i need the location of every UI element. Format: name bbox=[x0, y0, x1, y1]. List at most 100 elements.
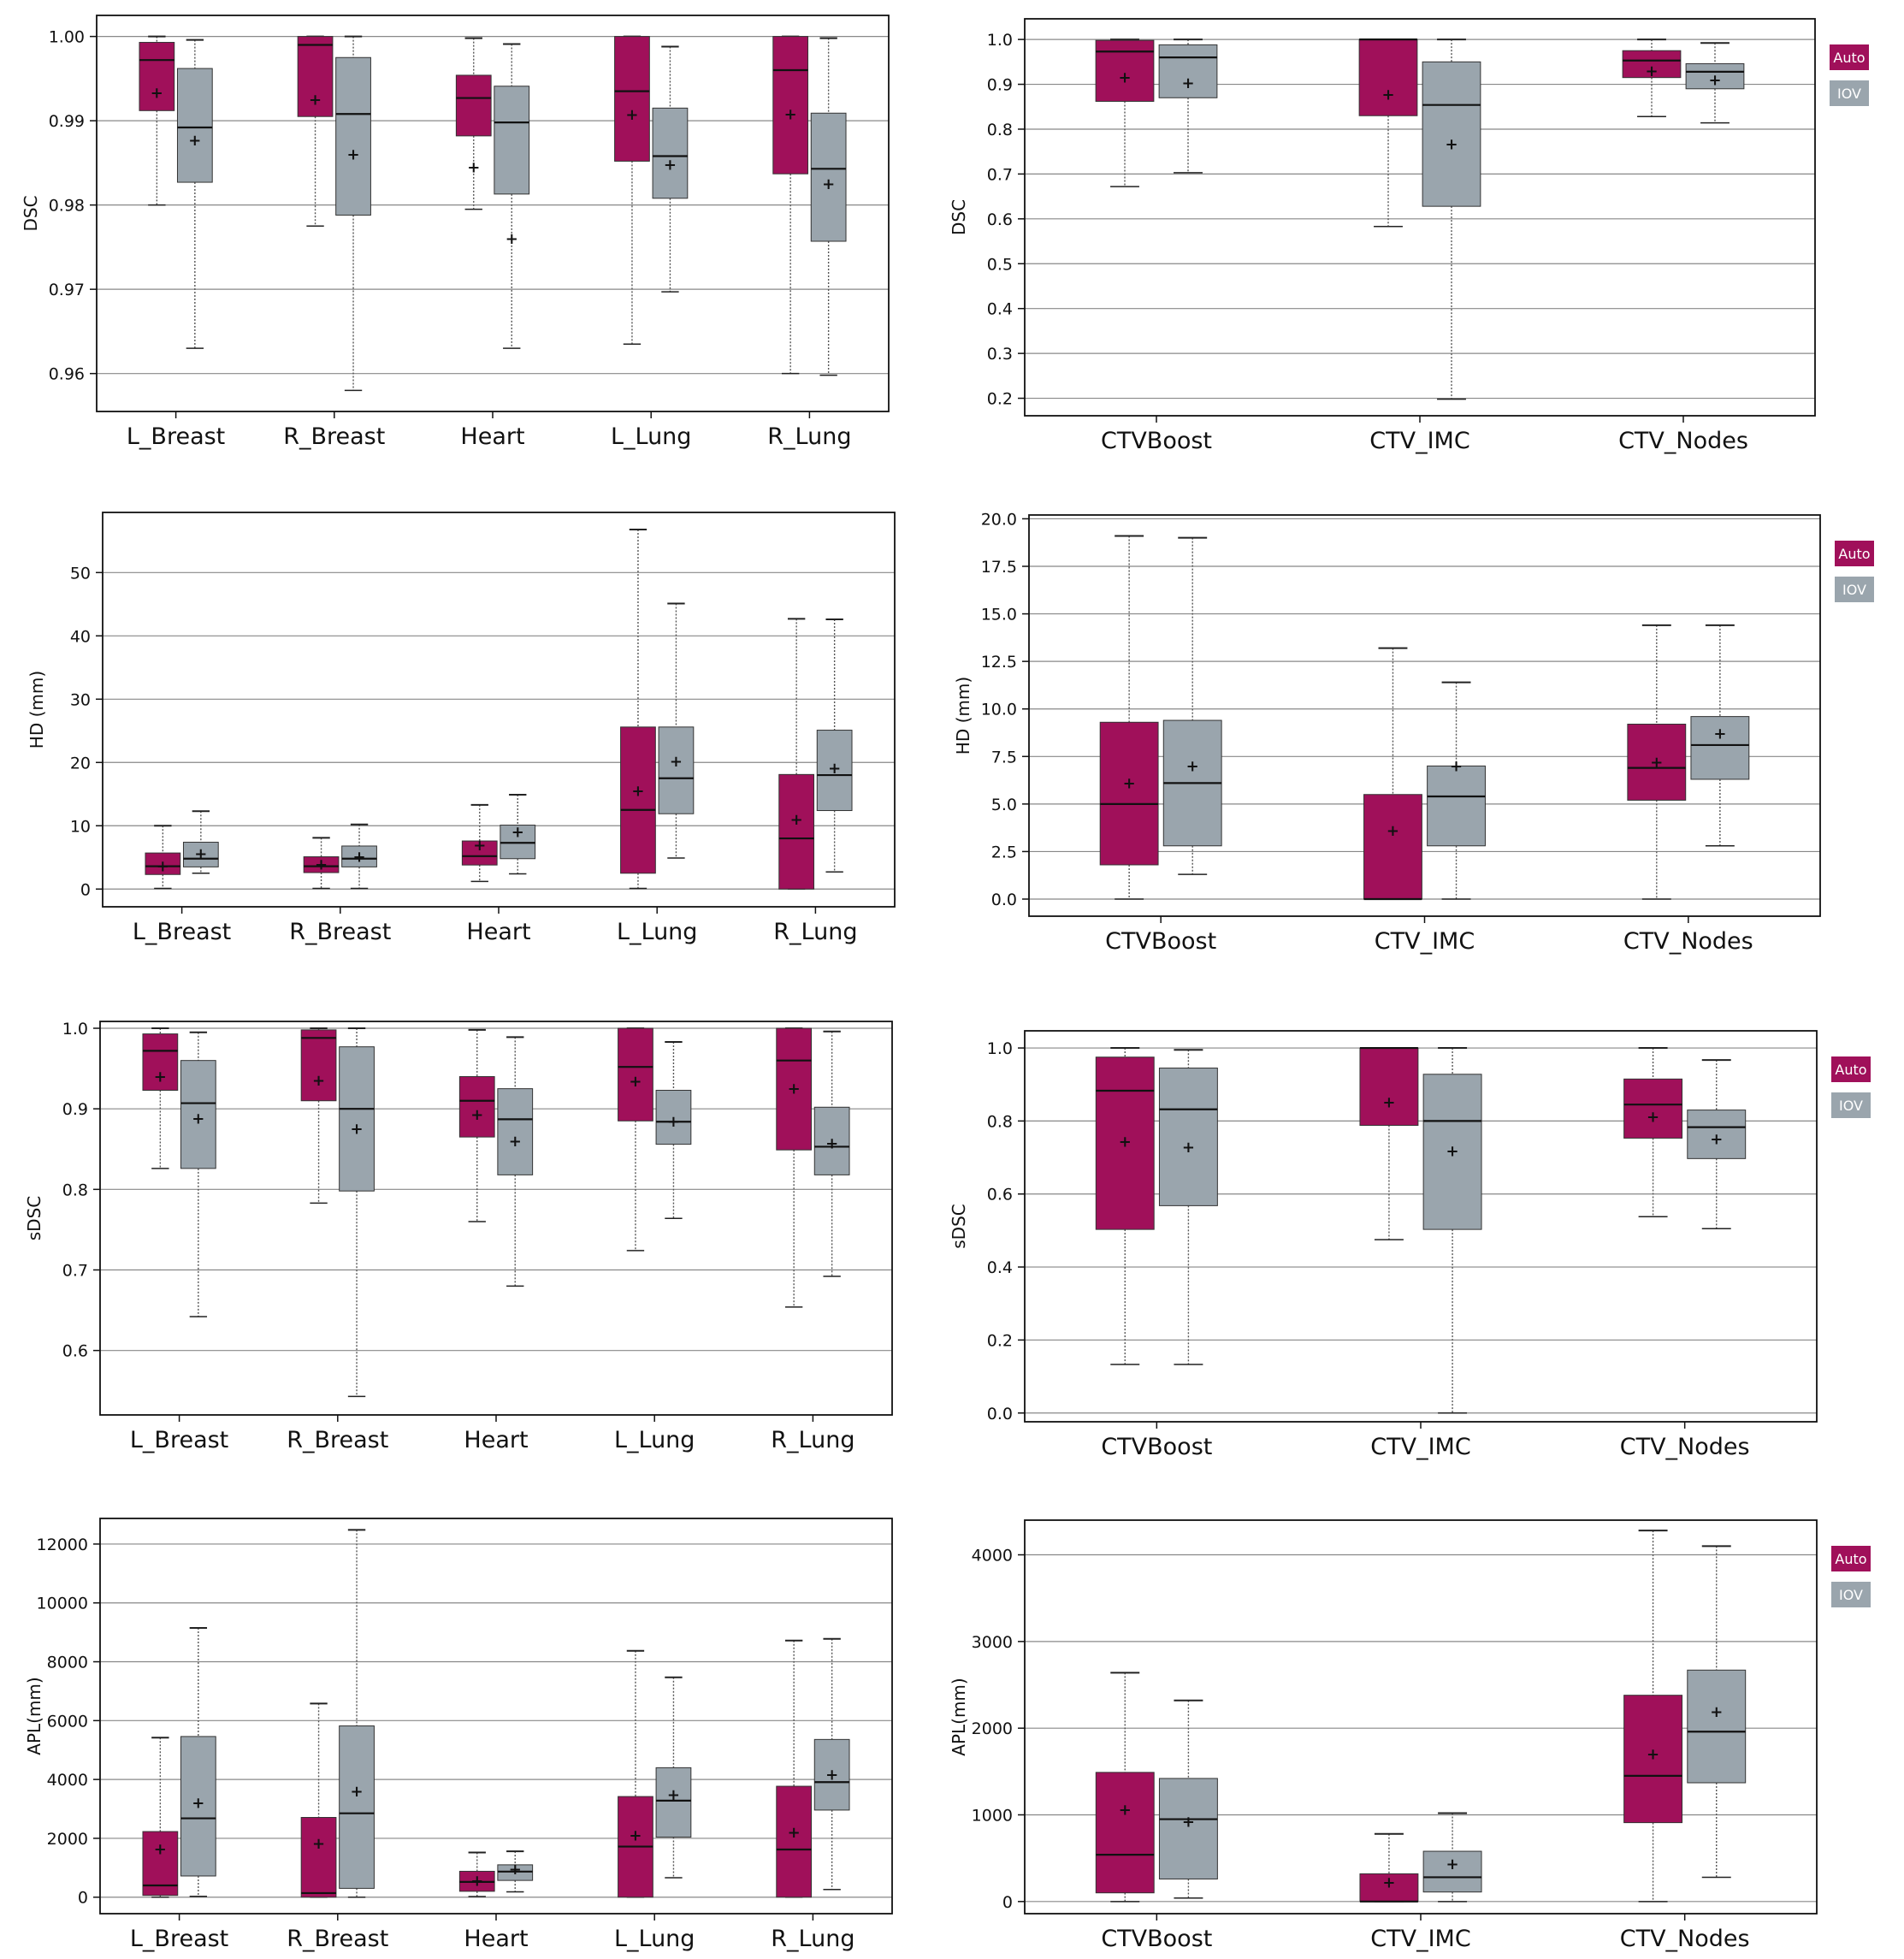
mean-marker: + bbox=[1445, 135, 1458, 153]
box-auto-1: + bbox=[1363, 647, 1422, 901]
box-iqr bbox=[1095, 39, 1155, 102]
x-tick-label: L_Breast bbox=[127, 423, 225, 450]
box-iqr bbox=[455, 74, 492, 137]
chart-panel-sdsc-ctv: 0.0 0.2 0.4 0.6 0.8 1.0 sDSC CTVBoost CTV_IMC CTV… bbox=[949, 1030, 1871, 1460]
box-iqr bbox=[816, 730, 853, 812]
y-tick-label: 50 bbox=[70, 564, 91, 583]
y-tick-label: 2000 bbox=[972, 1719, 1013, 1738]
mean-marker: + bbox=[670, 753, 683, 771]
mean-marker: + bbox=[509, 1861, 522, 1879]
box-iov-0: + bbox=[182, 810, 219, 874]
y-tick-label: 5.0 bbox=[991, 796, 1017, 814]
mean-marker: + bbox=[1713, 725, 1726, 743]
box-iqr bbox=[1685, 62, 1745, 90]
box-iov-2: + bbox=[500, 794, 536, 875]
box-auto-0: + bbox=[1095, 38, 1155, 187]
mean-marker: + bbox=[511, 824, 524, 842]
mean-marker: + bbox=[154, 1840, 167, 1858]
box-iov-1: + bbox=[1427, 681, 1486, 900]
box-iqr bbox=[1687, 1110, 1747, 1159]
y-tick-label: 1.0 bbox=[62, 1020, 88, 1039]
y-tick-label: 7.5 bbox=[991, 748, 1017, 766]
box-iqr bbox=[655, 1767, 692, 1838]
box-iov-2: + bbox=[1687, 1545, 1747, 1879]
box-iov-4: + bbox=[816, 618, 853, 873]
box-iqr bbox=[1359, 1047, 1419, 1127]
mean-marker: + bbox=[315, 855, 328, 873]
x-tick-label: R_Lung bbox=[771, 1427, 854, 1453]
box-iqr bbox=[1422, 1850, 1482, 1893]
mean-marker: + bbox=[470, 1872, 483, 1890]
box-iqr bbox=[297, 36, 334, 117]
mean-marker: + bbox=[1645, 62, 1658, 80]
box-iov-2: + bbox=[1685, 42, 1745, 124]
box-iqr bbox=[1358, 38, 1418, 116]
y-tick-label: 4000 bbox=[972, 1547, 1013, 1565]
x-tick-label: R_Breast bbox=[289, 919, 391, 945]
legend-label-iov: IOV bbox=[1839, 1098, 1863, 1114]
y-axis-label: APL(mm) bbox=[24, 1677, 44, 1755]
mean-marker: + bbox=[473, 837, 486, 855]
mean-marker: + bbox=[1647, 1746, 1659, 1764]
mean-marker: + bbox=[1118, 69, 1131, 87]
box-iov-3: + bbox=[655, 1676, 692, 1879]
legend-label-iov: IOV bbox=[1837, 86, 1861, 102]
box-iov-3: + bbox=[655, 1041, 692, 1219]
box-iqr bbox=[1363, 794, 1422, 900]
y-tick-label: 0.6 bbox=[987, 210, 1013, 229]
box-iov-1: + bbox=[341, 823, 377, 890]
y-tick-label: 0.4 bbox=[987, 1258, 1013, 1277]
box-iqr bbox=[1622, 50, 1682, 79]
box-iqr bbox=[614, 36, 650, 162]
mean-marker: + bbox=[1123, 774, 1136, 792]
box-auto-0: + bbox=[145, 825, 181, 890]
y-tick-label: 0.9 bbox=[987, 76, 1013, 95]
box-iqr bbox=[145, 852, 181, 875]
mean-marker: + bbox=[1119, 1133, 1132, 1151]
y-tick-label: 6000 bbox=[47, 1712, 88, 1731]
plot-frame bbox=[102, 512, 896, 908]
box-iov-2: + bbox=[1690, 624, 1750, 847]
y-axis-label: APL(mm) bbox=[949, 1678, 969, 1755]
box-auto-4: + bbox=[772, 35, 809, 375]
mean-marker: + bbox=[1382, 1094, 1395, 1112]
y-tick-label: 0.98 bbox=[49, 197, 85, 216]
box-iqr bbox=[182, 842, 219, 867]
box-auto-3: + bbox=[620, 528, 656, 890]
legend-swatch-iov bbox=[1835, 577, 1874, 602]
y-tick-label: 0.2 bbox=[987, 1331, 1013, 1350]
mean-marker: + bbox=[784, 105, 797, 123]
box-auto-3: + bbox=[618, 1649, 653, 1898]
mean-marker: + bbox=[1647, 1108, 1659, 1126]
mean-marker: + bbox=[667, 1786, 680, 1804]
y-tick-label: 0.2 bbox=[987, 390, 1013, 409]
x-tick-label: L_Lung bbox=[614, 1427, 695, 1453]
box-iov-1: + bbox=[1422, 1812, 1482, 1903]
y-tick-label: 1000 bbox=[972, 1806, 1013, 1825]
x-tick-label: CTV_IMC bbox=[1370, 1926, 1470, 1952]
mean-marker: + bbox=[1450, 757, 1463, 775]
box-iqr bbox=[303, 856, 340, 873]
box-auto-3: + bbox=[614, 35, 650, 345]
box-iqr bbox=[1359, 1873, 1419, 1903]
legend-swatch-auto bbox=[1835, 541, 1874, 566]
box-iqr bbox=[810, 112, 847, 242]
box-iov-4: + bbox=[813, 1030, 850, 1277]
box-iqr bbox=[813, 1738, 850, 1811]
mean-marker: + bbox=[1186, 757, 1199, 775]
box-auto-3: + bbox=[618, 1027, 653, 1252]
mean-marker: + bbox=[312, 1835, 325, 1853]
legend-swatch-iov bbox=[1831, 1092, 1871, 1118]
x-tick-label: L_Breast bbox=[133, 919, 231, 945]
box-iqr bbox=[652, 107, 689, 199]
chart-panel-dsc-oar: 0.96 0.97 0.98 0.99 1.00 DSC L_Breast R_Breast H… bbox=[21, 15, 890, 450]
y-tick-label: 1.0 bbox=[987, 1039, 1013, 1058]
box-auto-2: + bbox=[1623, 1047, 1683, 1217]
y-axis-label: sDSC bbox=[24, 1196, 44, 1240]
x-tick-label: CTV_Nodes bbox=[1620, 1434, 1750, 1460]
mean-marker: + bbox=[1446, 1142, 1459, 1160]
box-iqr bbox=[813, 1106, 850, 1175]
box-iqr bbox=[339, 1046, 375, 1192]
box-auto-2: + bbox=[458, 1851, 495, 1897]
